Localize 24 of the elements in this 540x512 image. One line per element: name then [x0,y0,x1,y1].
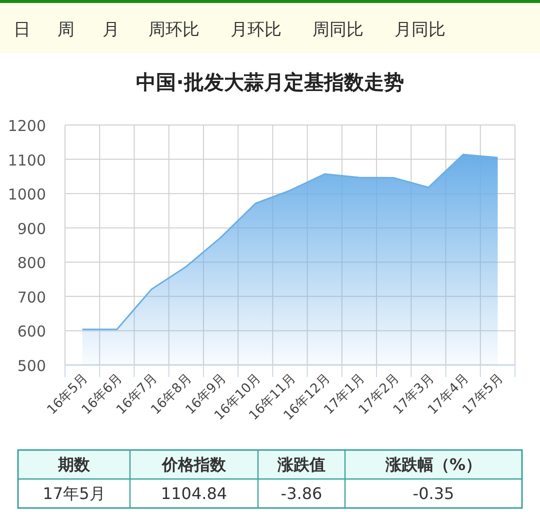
text: 期数 [57,455,91,474]
text: 日 [14,20,30,40]
text: 月环比 [230,20,282,40]
y-tick-label: 1200 [8,117,46,135]
y-tick-label: 600 [17,322,46,341]
text: 价格指数 [161,455,227,474]
y-tick-label: 500 [17,357,46,375]
text: -0.35 [412,484,454,503]
text: 周 [58,20,74,40]
y-tick-label: 1000 [8,186,46,204]
text: 1104.84 [160,484,228,503]
text: 月 [102,20,120,40]
text: 涨跌幅（%） [384,455,482,474]
y-tick-label: 900 [17,220,46,238]
y-tick-label: 700 [17,288,46,306]
y-tick-label: 800 [17,254,46,272]
text: 月同比 [394,20,446,40]
text: 周同比 [312,20,364,40]
y-tick-label: 1100 [8,151,46,170]
text: 17年5月 [42,484,106,503]
chart-title: 中国·批发大蒜月定基指数走势 [136,70,404,94]
text: 周环比 [148,20,200,40]
text: 涨跌值 [276,455,326,474]
text: -3.86 [280,484,322,503]
